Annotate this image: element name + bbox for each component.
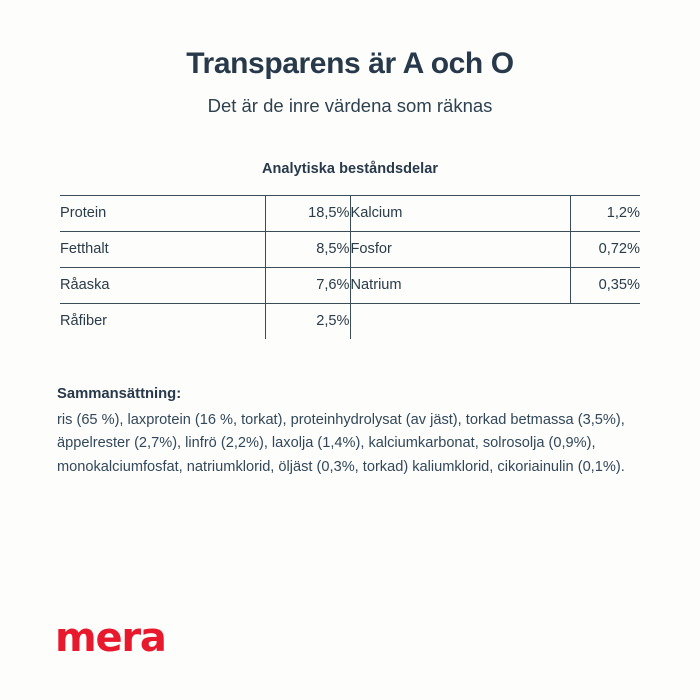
nutrient-label	[350, 302, 570, 339]
nutrient-label: Råaska	[60, 266, 265, 304]
nutrient-value: 0,35%	[569, 266, 640, 304]
nutrient-label: Fosfor	[350, 230, 570, 268]
brand-logo: mera	[55, 615, 167, 661]
nutrition-table: Protein 18,5% Kalcium 1,2% Fetthalt 8,5%…	[60, 194, 640, 339]
nutrient-value: 0,72%	[569, 230, 640, 268]
table-row: Fetthalt 8,5% Fosfor 0,72%	[60, 230, 640, 268]
composition-section: Sammansättning: ris (65 %), laxprotein (…	[57, 386, 657, 480]
composition-body: ris (65 %), laxprotein (16 %, torkat), p…	[57, 411, 625, 475]
nutrition-table-heading: Analytiska beståndsdelar	[261, 160, 439, 177]
table-row: Råaska 7,6% Natrium 0,35%	[60, 266, 640, 304]
page-title: Transparens är A och O	[186, 47, 514, 80]
nutrient-value: 18,5%	[264, 194, 351, 232]
page-subtitle: Det är de inre värdena som räknas	[207, 94, 493, 116]
table-row: Protein 18,5% Kalcium 1,2%	[60, 194, 640, 232]
nutrient-label: Fetthalt	[60, 230, 265, 268]
nutrient-value	[570, 302, 640, 339]
nutrient-value: 7,6%	[264, 266, 351, 304]
nutrient-label: Kalcium	[350, 194, 570, 232]
nutrient-label: Natrium	[350, 266, 570, 304]
composition-heading: Sammansättning:	[57, 385, 182, 402]
nutrient-value: 2,5%	[264, 302, 351, 339]
nutrient-label: Protein	[60, 194, 265, 232]
nutrient-label: Råfiber	[60, 302, 265, 339]
page-header: Transparens är A och O Det är de inre vä…	[0, 0, 700, 117]
table-row: Råfiber 2,5%	[60, 302, 640, 339]
nutrient-value: 1,2%	[569, 194, 640, 232]
nutrition-table-container: Protein 18,5% Kalcium 1,2% Fetthalt 8,5%…	[60, 194, 640, 339]
nutrient-value: 8,5%	[264, 230, 351, 268]
